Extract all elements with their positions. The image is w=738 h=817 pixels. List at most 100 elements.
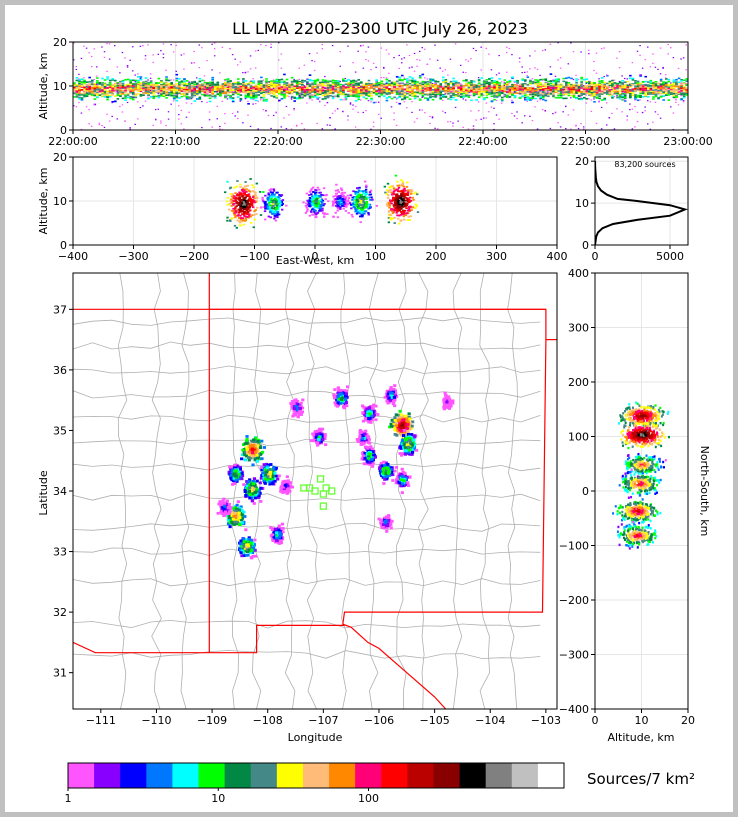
altitude-time-cell bbox=[600, 89, 604, 92]
altitude-time-cell bbox=[201, 85, 204, 87]
altitude-time-cell bbox=[362, 90, 366, 92]
altitude-time-cell bbox=[172, 96, 176, 98]
altitude-time-cell bbox=[85, 81, 89, 83]
altitude-time-cell bbox=[477, 86, 481, 89]
altitude-time-cell bbox=[106, 42, 108, 45]
altitude-time-cell bbox=[219, 90, 222, 93]
altitude-time-cell bbox=[372, 62, 375, 64]
altitude-time-cell bbox=[83, 91, 86, 94]
altitude-time-cell bbox=[201, 86, 204, 89]
altitude-time-cell bbox=[265, 80, 268, 82]
altitude-time-cell bbox=[549, 73, 553, 75]
altitude-time-cell bbox=[75, 68, 78, 71]
altitude-time-cell bbox=[129, 90, 132, 92]
altitude-time-cell bbox=[677, 67, 680, 70]
altitude-time-cell bbox=[570, 85, 573, 87]
altitude-time-cell bbox=[577, 95, 581, 98]
altitude-time-cell bbox=[213, 42, 216, 44]
altitude-time-cell bbox=[636, 121, 639, 123]
altitude-time-cell bbox=[254, 102, 257, 105]
altitude-time-cell bbox=[224, 95, 227, 98]
altitude-time-cell bbox=[549, 127, 552, 130]
altitude-time-cell bbox=[531, 98, 534, 101]
altitude-time-cell bbox=[347, 115, 349, 117]
altitude-time-cell bbox=[408, 54, 411, 57]
altitude-time-cell bbox=[452, 89, 455, 92]
altitude-time-cell bbox=[108, 82, 112, 84]
altitude-time-cell bbox=[390, 90, 394, 93]
altitude-time-cell bbox=[321, 89, 325, 92]
altitude-time-cell bbox=[347, 86, 350, 88]
altitude-time-cell bbox=[408, 93, 412, 95]
altitude-time-cell bbox=[306, 87, 309, 89]
altitude-time-cell bbox=[401, 98, 404, 101]
altitude-time-cell bbox=[516, 83, 518, 85]
altitude-time-cell bbox=[367, 94, 371, 97]
altitude-time-cell bbox=[347, 45, 349, 47]
altitude-time-cell bbox=[129, 82, 132, 85]
altitude-time-cell bbox=[342, 89, 345, 91]
altitude-time-cell bbox=[339, 90, 343, 93]
altitude-time-cell bbox=[647, 81, 650, 83]
altitude-time-cell bbox=[119, 87, 122, 89]
altitude-time-cell bbox=[421, 87, 425, 90]
altitude-time-cell bbox=[621, 96, 624, 99]
altitude-time-cell bbox=[234, 115, 236, 117]
altitude-time-cell bbox=[531, 82, 535, 85]
altitude-time-cell bbox=[503, 93, 507, 96]
altitude-time-cell bbox=[457, 87, 460, 89]
altitude-time-cell bbox=[483, 94, 485, 96]
altitude-time-cell bbox=[375, 66, 377, 68]
altitude-time-cell bbox=[313, 82, 317, 85]
altitude-time-cell bbox=[442, 87, 445, 90]
altitude-time-cell bbox=[326, 90, 330, 93]
altitude-time-cell bbox=[247, 71, 249, 73]
altitude-time-cell bbox=[249, 125, 252, 127]
altitude-time-cell bbox=[526, 98, 530, 101]
altitude-time-cell bbox=[649, 91, 653, 94]
altitude-time-cell bbox=[193, 87, 197, 90]
altitude-time-cell bbox=[331, 44, 334, 47]
altitude-time-cell bbox=[401, 89, 404, 91]
altitude-time-cell bbox=[377, 91, 380, 93]
altitude-time-cell bbox=[121, 51, 124, 54]
altitude-time-cell bbox=[572, 95, 576, 97]
altitude-time-cell bbox=[211, 93, 214, 96]
altitude-time-cell bbox=[101, 90, 104, 92]
altitude-time-cell bbox=[613, 79, 616, 81]
altitude-time-cell bbox=[506, 86, 509, 88]
altitude-time-cell bbox=[349, 87, 353, 90]
altitude-time-cell bbox=[170, 44, 172, 46]
altitude-time-cell bbox=[342, 93, 345, 95]
altitude-time-cell bbox=[160, 94, 163, 97]
altitude-time-cell bbox=[249, 91, 253, 93]
altitude-time-cell bbox=[395, 82, 399, 85]
altitude-time-cell bbox=[347, 95, 350, 98]
altitude-time-cell bbox=[436, 93, 440, 96]
altitude-time-cell bbox=[521, 89, 525, 91]
altitude-time-cell bbox=[444, 69, 447, 71]
altitude-time-cell bbox=[360, 99, 362, 101]
altitude-time-cell bbox=[121, 80, 125, 83]
altitude-time-cell bbox=[316, 79, 320, 82]
altitude-time-cell bbox=[588, 93, 591, 95]
altitude-time-cell bbox=[557, 122, 559, 124]
altitude-time-cell bbox=[172, 94, 176, 97]
altitude-time-cell bbox=[88, 108, 90, 111]
altitude-time-cell bbox=[96, 77, 99, 79]
altitude-time-cell bbox=[647, 91, 650, 94]
altitude-time-cell bbox=[570, 83, 573, 86]
altitude-time-cell bbox=[641, 95, 645, 98]
altitude-time-cell bbox=[288, 95, 290, 98]
altitude-time-cell bbox=[549, 80, 553, 82]
altitude-time-cell bbox=[111, 87, 115, 90]
altitude-time-cell bbox=[278, 84, 281, 86]
altitude-time-cell bbox=[260, 76, 263, 79]
altitude-time-cell bbox=[421, 86, 425, 89]
altitude-time-cell bbox=[131, 87, 135, 89]
altitude-time-cell bbox=[234, 81, 238, 84]
altitude-time-cell bbox=[549, 89, 553, 91]
altitude-time-cell bbox=[131, 92, 135, 94]
altitude-time-cell bbox=[265, 78, 268, 80]
altitude-time-cell bbox=[580, 76, 583, 79]
